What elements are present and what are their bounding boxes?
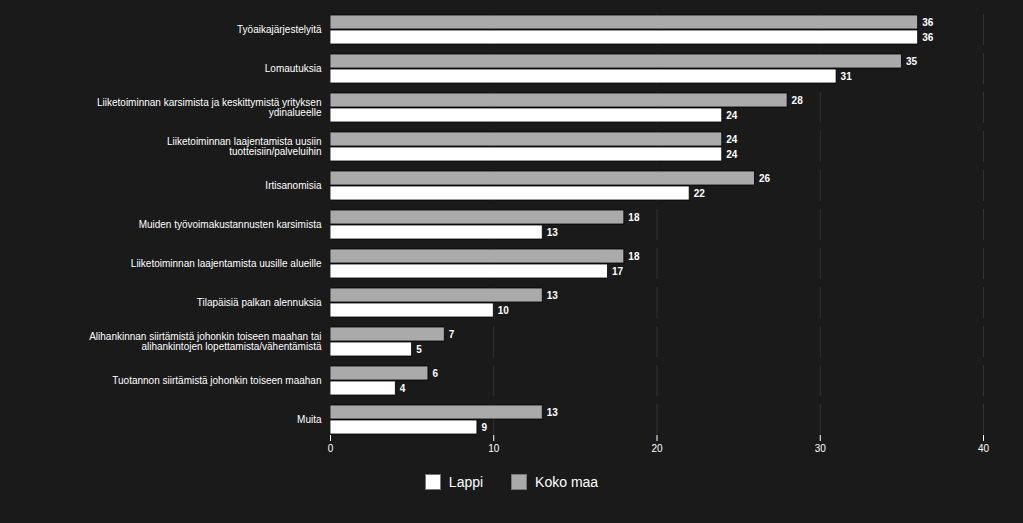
svg-text:Muiden työvoimakustannusten ka: Muiden työvoimakustannusten karsimista [139,219,322,230]
svg-text:Liiketoiminnan laajentamista u: Liiketoiminnan laajentamista uusiintuott… [167,136,322,157]
svg-text:36: 36 [922,17,934,28]
svg-text:26: 26 [759,173,771,184]
svg-text:Työaikajärjestelyitä: Työaikajärjestelyitä [237,24,322,35]
svg-text:22: 22 [694,188,706,199]
svg-text:28: 28 [792,95,804,106]
svg-text:20: 20 [651,443,663,454]
svg-text:6: 6 [432,368,438,379]
svg-text:17: 17 [612,266,624,277]
svg-text:13: 13 [547,227,559,238]
svg-text:9: 9 [481,422,487,433]
svg-text:13: 13 [547,290,559,301]
svg-text:24: 24 [726,134,738,145]
svg-text:Tuotannon siirtämistä johonkin: Tuotannon siirtämistä johonkin toiseen m… [112,375,321,386]
svg-text:10: 10 [498,305,510,316]
svg-text:36: 36 [922,32,934,43]
svg-text:0: 0 [328,443,334,454]
svg-text:18: 18 [628,212,640,223]
svg-text:35: 35 [906,56,918,67]
svg-text:Liiketoiminnan laajentamista u: Liiketoiminnan laajentamista uusille alu… [131,258,322,269]
svg-text:31: 31 [841,71,853,82]
svg-text:18: 18 [628,251,640,262]
svg-text:Muita: Muita [297,414,322,425]
svg-text:7: 7 [449,329,455,340]
html-text:Lappi: Lappi [448,474,484,490]
svg-text:24: 24 [726,110,738,121]
svg-text:4: 4 [400,383,406,394]
svg-text:40: 40 [978,443,990,454]
svg-text:Alihankinnan siirtämistä johon: Alihankinnan siirtämistä johonkin toisee… [89,331,322,352]
svg-text:Irtisanomisia: Irtisanomisia [265,180,322,191]
svg-text:Tilapäisiä palkan alennuksia: Tilapäisiä palkan alennuksia [197,297,322,308]
svg-text:24: 24 [726,149,738,160]
svg-text:30: 30 [815,443,827,454]
html-text:Koko maa: Koko maa [535,474,599,490]
svg-text:13: 13 [547,407,559,418]
svg-text:Lomautuksia: Lomautuksia [265,63,322,74]
svg-text:Liiketoiminnan karsimista ja k: Liiketoiminnan karsimista ja keskittymis… [97,97,322,118]
svg-text:5: 5 [416,344,422,355]
svg-text:10: 10 [488,443,500,454]
